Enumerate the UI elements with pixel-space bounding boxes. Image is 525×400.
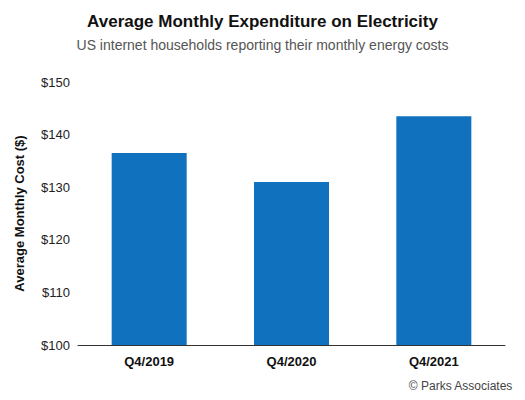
svg-text:$130: $130 bbox=[41, 180, 70, 195]
svg-text:Q4/2020: Q4/2020 bbox=[267, 354, 317, 369]
svg-text:Average Monthly Cost ($): Average Monthly Cost ($) bbox=[12, 135, 27, 291]
svg-text:Average Monthly Expenditure on: Average Monthly Expenditure on Electrici… bbox=[87, 12, 438, 31]
svg-text:Q4/2021: Q4/2021 bbox=[409, 354, 459, 369]
svg-text:$110: $110 bbox=[42, 285, 70, 300]
svg-text:© Parks Associates: © Parks Associates bbox=[409, 379, 513, 393]
svg-text:$100: $100 bbox=[41, 338, 70, 353]
svg-text:Q4/2019: Q4/2019 bbox=[124, 354, 174, 369]
svg-text:US internet households reporti: US internet households reporting their m… bbox=[77, 37, 449, 53]
svg-text:$120: $120 bbox=[41, 232, 70, 247]
svg-text:$150: $150 bbox=[41, 75, 70, 90]
svg-text:$140: $140 bbox=[41, 127, 70, 142]
